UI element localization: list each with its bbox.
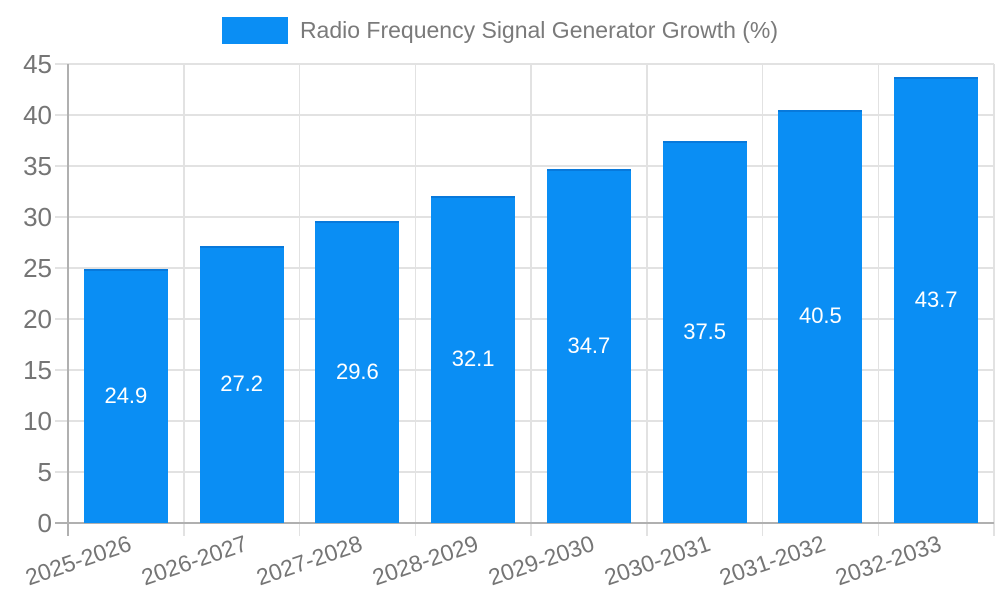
y-axis-line: [67, 64, 69, 536]
x-tick-label: 2028-2029: [369, 530, 482, 591]
bar[interactable]: [315, 221, 400, 523]
x-tick-label: 2031-2032: [716, 530, 829, 591]
h-gridline: [55, 318, 994, 320]
bar-value-label: 24.9: [104, 383, 148, 408]
v-gridline: [761, 64, 764, 536]
h-gridline: [55, 63, 994, 65]
y-tick-label: 10: [23, 406, 52, 436]
x-tick-label: 2026-2027: [137, 530, 251, 591]
y-tick-label: 45: [23, 49, 52, 79]
v-gridline: [183, 64, 185, 536]
v-gridline: [993, 64, 995, 536]
v-gridline: [646, 64, 648, 536]
y-tick-label: 5: [37, 457, 52, 487]
y-tick-label: 25: [23, 253, 52, 283]
x-tick-label: 2027-2028: [253, 530, 366, 591]
bar-value-label: 27.2: [220, 371, 264, 397]
bar-value-label: 29.6: [335, 359, 379, 385]
h-gridline: [55, 114, 994, 116]
h-gridline: [55, 165, 994, 167]
bar-value-label: 37.5: [683, 318, 727, 344]
legend-swatch-icon: [221, 17, 288, 44]
h-gridline: [55, 471, 994, 473]
x-tick-label: 2030-2031: [600, 530, 714, 591]
y-tick-label: 35: [23, 151, 52, 181]
legend-label: Radio Frequency Signal Generator Growth …: [299, 17, 779, 43]
h-gridline: [55, 267, 994, 269]
v-gridline: [414, 64, 416, 536]
legend-item[interactable]: Radio Frequency Signal Generator Growth …: [221, 17, 779, 44]
bar[interactable]: [83, 269, 168, 523]
x-tick-label: 2029-2030: [484, 530, 598, 591]
y-tick-label: 30: [23, 202, 52, 232]
h-gridline: [55, 369, 994, 371]
h-gridline: [55, 420, 994, 422]
v-gridline: [298, 64, 301, 536]
y-tick-label: 15: [23, 355, 52, 385]
bar[interactable]: [778, 109, 863, 523]
x-axis-line: [55, 522, 994, 524]
bar[interactable]: [662, 140, 747, 523]
x-tick-label: 2032-2033: [832, 530, 945, 591]
v-gridline: [530, 64, 532, 536]
bar-value-label: 32.1: [451, 346, 495, 372]
y-tick-label: 40: [23, 100, 52, 130]
v-gridline: [877, 64, 879, 536]
x-tick-label: 2025-2026: [21, 530, 135, 591]
bar-value-label: 34.7: [567, 333, 611, 359]
legend: Radio Frequency Signal Generator Growth …: [0, 17, 1000, 44]
bar[interactable]: [546, 169, 631, 523]
bar[interactable]: [199, 245, 284, 523]
h-gridline: [55, 216, 994, 218]
bar[interactable]: [431, 195, 516, 523]
bar-value-label: 40.5: [798, 303, 842, 329]
bar-value-label: 43.7: [914, 287, 958, 313]
y-tick-label: 0: [37, 508, 52, 538]
bar[interactable]: [894, 77, 979, 523]
y-tick-label: 20: [23, 304, 52, 334]
